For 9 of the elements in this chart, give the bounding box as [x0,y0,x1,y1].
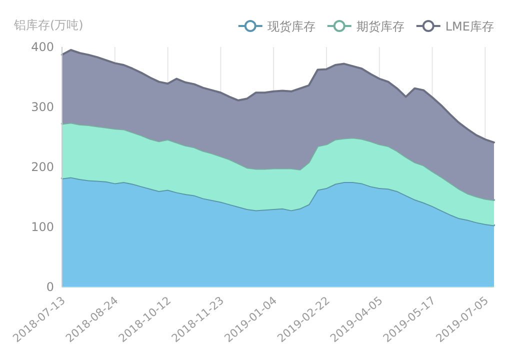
y-axis-title: 铝库存(万吨) [13,18,84,32]
y-tick-label: 300 [31,100,54,114]
y-tick-label: 400 [31,40,54,54]
legend-label: 期货库存 [356,20,404,34]
legend-label: LME库存 [445,20,494,34]
y-tick-label: 200 [31,160,54,174]
legend-label: 现货库存 [267,20,316,34]
y-tick-label: 100 [31,220,54,234]
y-tick-label: 0 [46,280,54,294]
